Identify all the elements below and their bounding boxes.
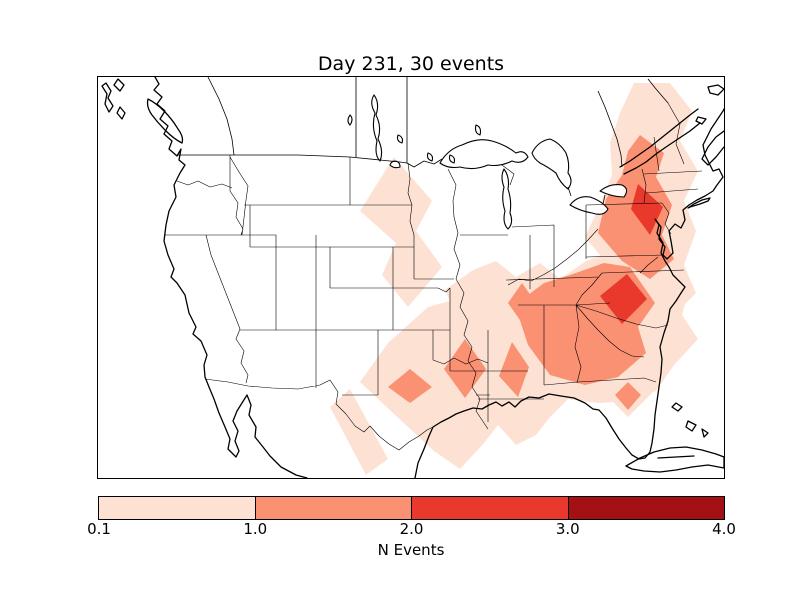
colorbar-label: N Events — [377, 541, 445, 559]
colorbar-tick-label: 2.0 — [399, 520, 424, 538]
colorbar-tick-label: 1.0 — [243, 520, 268, 538]
colorbar-tick-label: 4.0 — [712, 520, 736, 538]
state-borders — [164, 102, 703, 451]
colorbar-segment — [99, 497, 256, 519]
colorbar-segment — [412, 497, 569, 519]
colorbar-segment — [568, 497, 724, 519]
country-borders — [177, 77, 669, 205]
colorbar-tick-label: 0.1 — [87, 520, 111, 538]
map-axes — [97, 76, 725, 479]
colorbar-tick-label: 3.0 — [555, 520, 580, 538]
coastline — [101, 77, 724, 478]
contour-level-3 — [600, 184, 663, 324]
figure-title: Day 231, 30 events — [317, 53, 505, 75]
map-svg — [101, 77, 724, 478]
colorbar — [98, 496, 725, 520]
colorbar-segments — [99, 497, 724, 519]
great-lakes — [347, 94, 628, 230]
colorbar-segment — [255, 497, 412, 519]
colorbar-ticks: 0.1 1.0 2.0 3.0 4.0 — [87, 520, 736, 538]
